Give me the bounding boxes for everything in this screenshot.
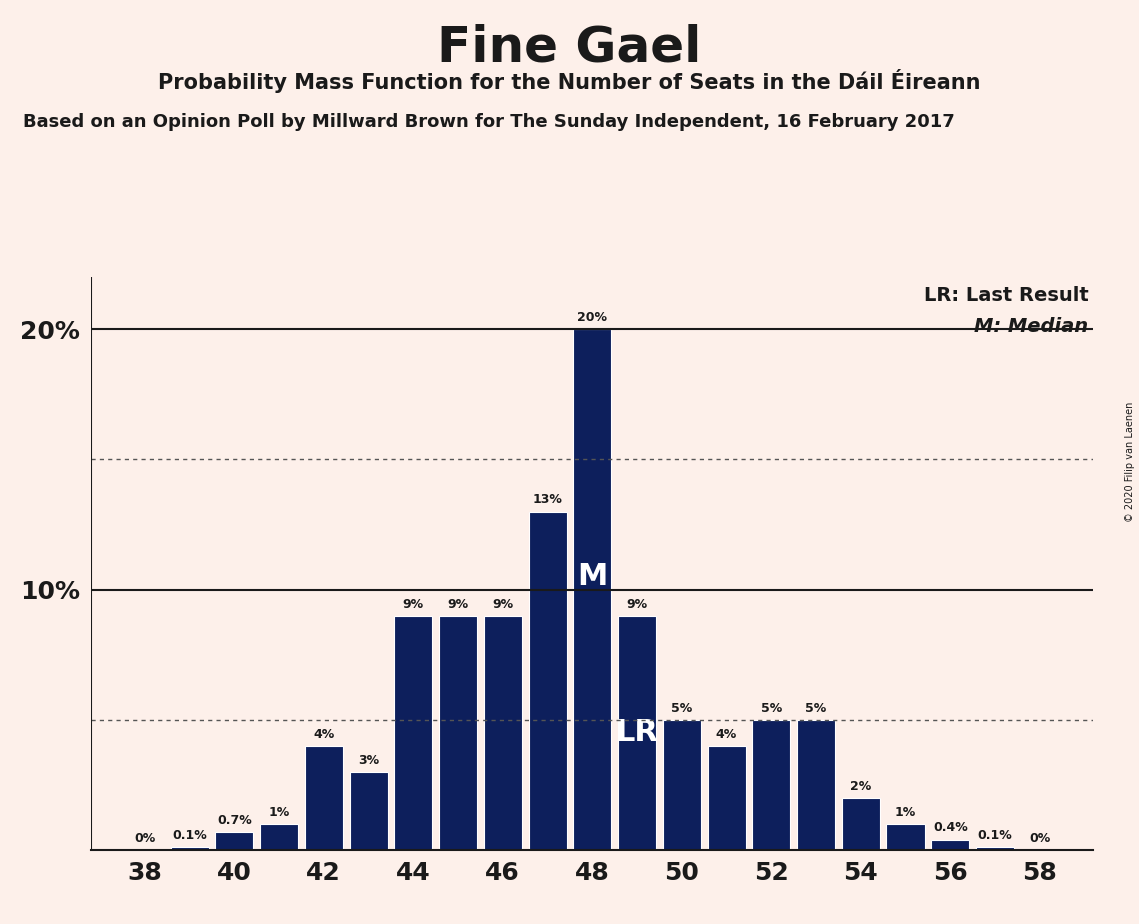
Text: LR: Last Result: LR: Last Result (924, 286, 1089, 305)
Text: 2%: 2% (850, 780, 871, 793)
Text: 0.1%: 0.1% (172, 829, 207, 843)
Text: 5%: 5% (761, 701, 781, 714)
Bar (842, 798, 879, 850)
Text: M: M (577, 562, 607, 591)
Bar (305, 746, 343, 850)
Bar (215, 832, 253, 850)
Text: 4%: 4% (716, 728, 737, 741)
Text: 5%: 5% (805, 701, 827, 714)
Text: Probability Mass Function for the Number of Seats in the Dáil Éireann: Probability Mass Function for the Number… (158, 69, 981, 93)
Bar (171, 847, 208, 850)
Text: 4%: 4% (313, 728, 335, 741)
Bar (528, 512, 566, 850)
Text: 0%: 0% (134, 832, 155, 845)
Text: 9%: 9% (403, 598, 424, 611)
Bar (484, 615, 522, 850)
Bar (886, 824, 925, 850)
Text: 1%: 1% (895, 806, 916, 819)
Text: Based on an Opinion Poll by Millward Brown for The Sunday Independent, 16 Februa: Based on an Opinion Poll by Millward Bro… (23, 113, 954, 130)
Bar (439, 615, 477, 850)
Bar (797, 720, 835, 850)
Bar (663, 720, 700, 850)
Text: 0.7%: 0.7% (216, 814, 252, 827)
Text: M: Median: M: Median (974, 317, 1089, 336)
Bar (707, 746, 746, 850)
Bar (752, 720, 790, 850)
Text: 9%: 9% (448, 598, 468, 611)
Text: 9%: 9% (626, 598, 648, 611)
Text: 0%: 0% (1030, 832, 1050, 845)
Text: 9%: 9% (492, 598, 514, 611)
Text: 0.1%: 0.1% (977, 829, 1013, 843)
Bar (618, 615, 656, 850)
Bar (394, 615, 433, 850)
Bar (350, 772, 387, 850)
Text: 1%: 1% (269, 806, 289, 819)
Text: 5%: 5% (671, 701, 693, 714)
Bar (932, 840, 969, 850)
Text: © 2020 Filip van Laenen: © 2020 Filip van Laenen (1125, 402, 1134, 522)
Text: 13%: 13% (533, 493, 563, 506)
Text: 3%: 3% (358, 754, 379, 767)
Bar (976, 847, 1014, 850)
Bar (573, 329, 612, 850)
Text: 20%: 20% (577, 311, 607, 324)
Bar (260, 824, 298, 850)
Text: 0.4%: 0.4% (933, 821, 968, 834)
Text: Fine Gael: Fine Gael (437, 23, 702, 71)
Text: LR: LR (615, 718, 658, 748)
